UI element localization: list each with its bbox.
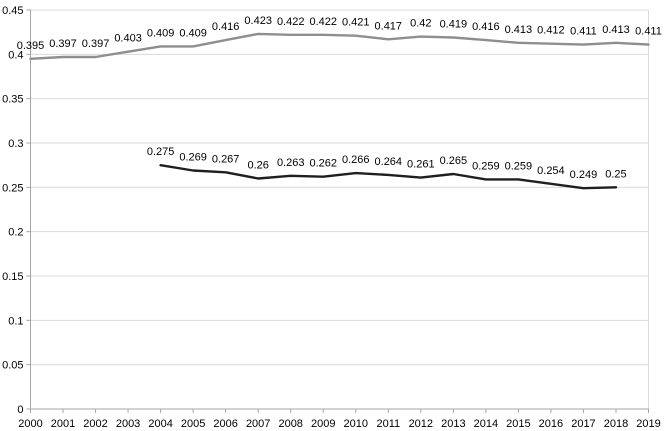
x-tick-label: 2009 [311,418,335,430]
x-tick-label: 2003 [116,418,140,430]
lower-black-series-line [159,163,618,190]
upper-gray-series-data-label: 0.411 [570,26,597,38]
upper-gray-series-data-label: 0.42 [410,18,431,30]
lower-black-series-data-label: 0.269 [179,151,207,163]
y-tick-label: 0.2 [8,227,23,239]
lower-black-series-data-label: 0.254 [537,165,565,177]
upper-gray-series-data-label: 0.409 [147,27,175,39]
y-tick-label: 0.4 [8,49,23,61]
lower-black-series-data-label: 0.267 [212,153,240,165]
lower-black-series-data-label: 0.275 [147,146,175,158]
upper-gray-series-data-label: 0.416 [212,21,240,33]
x-tick-label: 2012 [409,418,433,430]
lower-black-series-data-label: 0.262 [309,158,337,170]
lower-black-series-data-label: 0.266 [342,154,370,166]
x-tick-label: 2001 [51,418,75,430]
upper-gray-series-data-label: 0.412 [537,25,565,37]
x-tick-label: 2010 [344,418,368,430]
x-tick-label: 2000 [18,418,42,430]
x-tick-label: 2008 [278,418,302,430]
x-tick-label: 2011 [376,418,400,430]
upper-gray-series-line [29,32,650,60]
x-tick-label: 2018 [604,418,628,430]
y-tick-label: 0.35 [2,94,23,106]
upper-gray-series-data-label: 0.395 [17,40,45,52]
upper-gray-series-data-label: 0.422 [277,16,305,28]
x-tick-label: 2013 [441,418,465,430]
y-tick-label: 0.05 [2,360,23,372]
y-tick-label: 0.45 [2,5,23,17]
lower-black-series-data-label: 0.263 [277,157,305,169]
upper-gray-series-data-label: 0.397 [82,38,110,50]
upper-gray-series-data-label: 0.413 [505,24,533,36]
upper-gray-series-data-label: 0.417 [375,20,403,32]
y-tick-label: 0.3 [8,138,23,150]
lower-black-series-data-label: 0.259 [505,160,533,172]
lower-black-series-data-label: 0.26 [247,159,268,171]
x-tick-label: 2014 [474,418,498,430]
upper-gray-series-data-label: 0.416 [472,21,500,33]
x-tick-label: 2006 [213,418,237,430]
y-tick-label: 0 [17,404,23,416]
upper-gray-series-data-label: 0.403 [114,33,142,45]
upper-gray-series-data-label: 0.409 [179,27,207,39]
lower-black-series-data-label: 0.261 [407,159,435,171]
y-tick-label: 0.1 [8,315,23,327]
upper-gray-series-data-label: 0.423 [244,15,272,27]
lower-black-series-data-label: 0.264 [375,156,403,168]
x-tick-label: 2016 [539,418,563,430]
x-tick-label: 2007 [246,418,270,430]
upper-gray-series-data-label: 0.419 [440,18,468,30]
lower-black-series-data-label: 0.265 [440,155,468,167]
x-tick-label: 2004 [148,418,172,430]
x-tick-label: 2005 [181,418,205,430]
x-tick-label: 2002 [83,418,107,430]
upper-gray-series-data-label: 0.413 [602,24,630,36]
upper-gray-series-data-label: 0.421 [342,17,370,29]
upper-gray-series-data-label: 0.422 [309,16,337,28]
upper-gray-series-data-label: 0.411 [635,26,662,38]
y-tick-label: 0.15 [2,271,23,283]
x-tick-label: 2015 [506,418,530,430]
lower-black-series-data-label: 0.249 [570,169,598,181]
lower-black-series-data-label: 0.25 [605,168,626,180]
y-tick-label: 0.25 [2,182,23,194]
lower-black-series-data-label: 0.259 [472,160,500,172]
x-tick-label: 2019 [636,418,660,430]
upper-gray-series-data-label: 0.397 [49,38,77,50]
x-tick-label: 2017 [571,418,595,430]
